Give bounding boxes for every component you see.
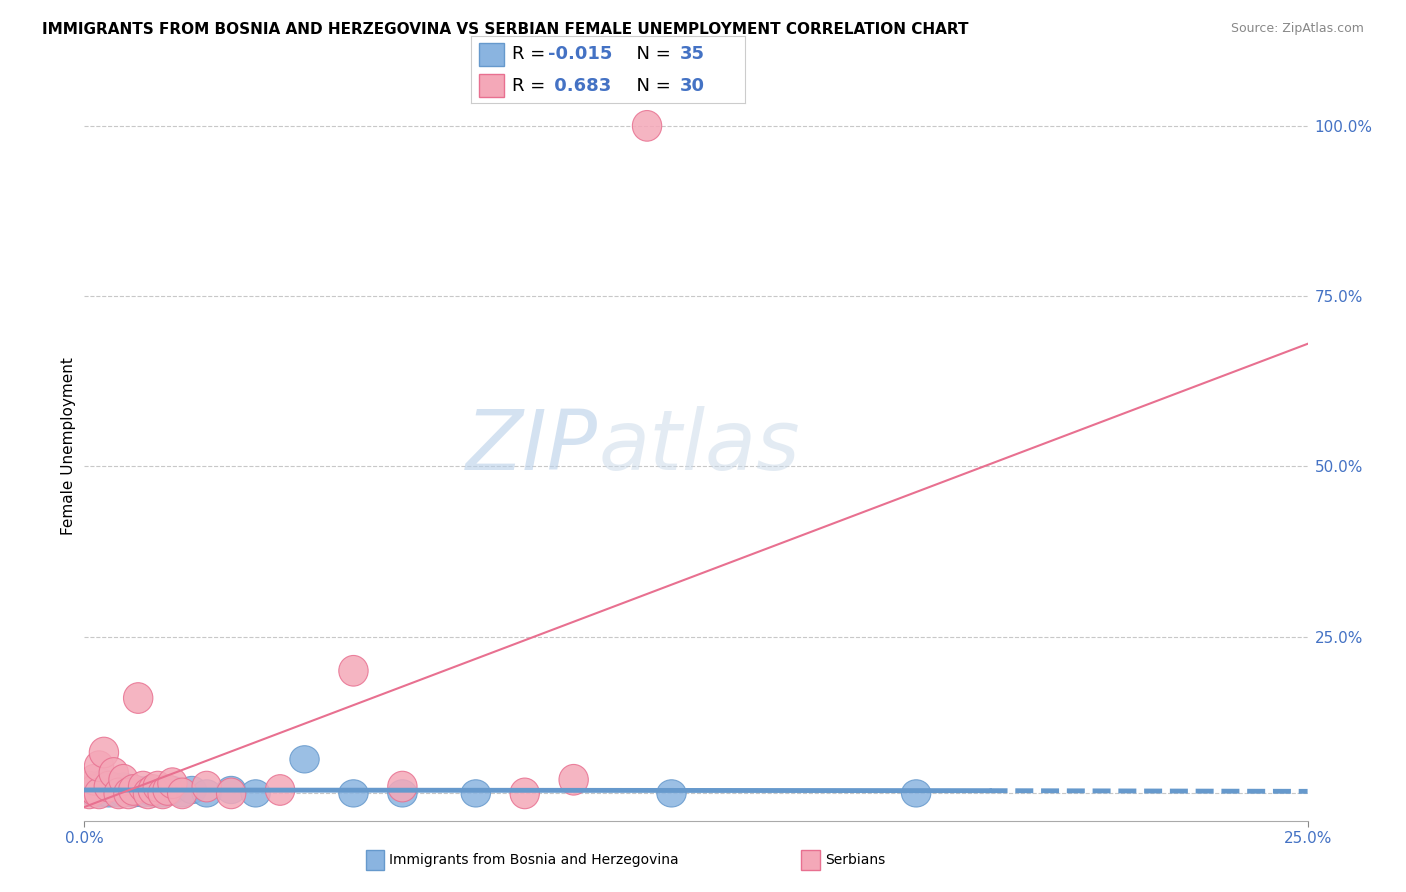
Ellipse shape: [98, 776, 128, 804]
Ellipse shape: [89, 737, 118, 768]
Ellipse shape: [84, 751, 114, 781]
Ellipse shape: [118, 774, 148, 805]
Ellipse shape: [84, 778, 114, 809]
Ellipse shape: [633, 111, 662, 141]
Ellipse shape: [510, 778, 540, 809]
Ellipse shape: [339, 780, 368, 807]
Ellipse shape: [217, 778, 246, 809]
Ellipse shape: [153, 774, 183, 805]
Text: 35: 35: [679, 45, 704, 63]
Ellipse shape: [657, 780, 686, 807]
Ellipse shape: [143, 772, 173, 802]
Text: N =: N =: [624, 45, 676, 63]
Ellipse shape: [84, 773, 114, 800]
Text: ZIP: ZIP: [467, 406, 598, 486]
FancyBboxPatch shape: [479, 43, 503, 66]
Ellipse shape: [339, 656, 368, 686]
Ellipse shape: [461, 780, 491, 807]
Ellipse shape: [157, 776, 187, 804]
Ellipse shape: [114, 776, 143, 804]
Ellipse shape: [80, 780, 108, 807]
Ellipse shape: [84, 780, 114, 807]
Ellipse shape: [128, 772, 157, 802]
Text: -0.015: -0.015: [548, 45, 612, 63]
Ellipse shape: [108, 780, 138, 807]
Ellipse shape: [75, 778, 104, 809]
Ellipse shape: [138, 780, 167, 807]
Ellipse shape: [80, 764, 108, 795]
Ellipse shape: [108, 764, 138, 795]
Ellipse shape: [89, 776, 118, 804]
Ellipse shape: [108, 773, 138, 800]
Text: R =: R =: [512, 45, 551, 63]
Ellipse shape: [75, 776, 104, 804]
Ellipse shape: [124, 682, 153, 714]
Ellipse shape: [94, 772, 124, 802]
Ellipse shape: [388, 772, 418, 802]
Ellipse shape: [104, 780, 134, 807]
Ellipse shape: [80, 774, 108, 805]
Ellipse shape: [901, 780, 931, 807]
Ellipse shape: [560, 764, 588, 795]
Ellipse shape: [167, 778, 197, 809]
Text: Serbians: Serbians: [825, 853, 886, 867]
Ellipse shape: [193, 772, 221, 802]
Ellipse shape: [148, 780, 177, 807]
Y-axis label: Female Unemployment: Female Unemployment: [60, 357, 76, 535]
Ellipse shape: [98, 773, 128, 800]
Ellipse shape: [128, 780, 157, 807]
Text: 0.683: 0.683: [548, 77, 612, 95]
Ellipse shape: [217, 776, 246, 804]
Ellipse shape: [266, 774, 295, 805]
Text: 30: 30: [679, 77, 704, 95]
Text: Source: ZipAtlas.com: Source: ZipAtlas.com: [1230, 22, 1364, 36]
Ellipse shape: [138, 774, 167, 805]
Text: N =: N =: [624, 77, 676, 95]
Ellipse shape: [114, 778, 143, 809]
FancyBboxPatch shape: [479, 75, 503, 97]
Ellipse shape: [167, 780, 197, 807]
Ellipse shape: [134, 778, 163, 809]
Ellipse shape: [143, 776, 173, 804]
Ellipse shape: [94, 780, 124, 807]
Text: atlas: atlas: [598, 406, 800, 486]
Ellipse shape: [240, 780, 270, 807]
Ellipse shape: [94, 773, 124, 800]
Ellipse shape: [157, 768, 187, 798]
Ellipse shape: [388, 780, 418, 807]
Ellipse shape: [124, 776, 153, 804]
Text: Immigrants from Bosnia and Herzegovina: Immigrants from Bosnia and Herzegovina: [389, 853, 679, 867]
Ellipse shape: [89, 770, 118, 797]
Text: R =: R =: [512, 77, 551, 95]
Text: IMMIGRANTS FROM BOSNIA AND HERZEGOVINA VS SERBIAN FEMALE UNEMPLOYMENT CORRELATIO: IMMIGRANTS FROM BOSNIA AND HERZEGOVINA V…: [42, 22, 969, 37]
Ellipse shape: [104, 778, 134, 809]
Ellipse shape: [104, 776, 134, 804]
Ellipse shape: [148, 778, 177, 809]
Ellipse shape: [290, 746, 319, 773]
Ellipse shape: [98, 757, 128, 789]
Ellipse shape: [193, 780, 221, 807]
Ellipse shape: [134, 776, 163, 804]
Ellipse shape: [177, 776, 207, 804]
Ellipse shape: [118, 780, 148, 807]
Ellipse shape: [75, 772, 104, 802]
Ellipse shape: [80, 773, 108, 800]
